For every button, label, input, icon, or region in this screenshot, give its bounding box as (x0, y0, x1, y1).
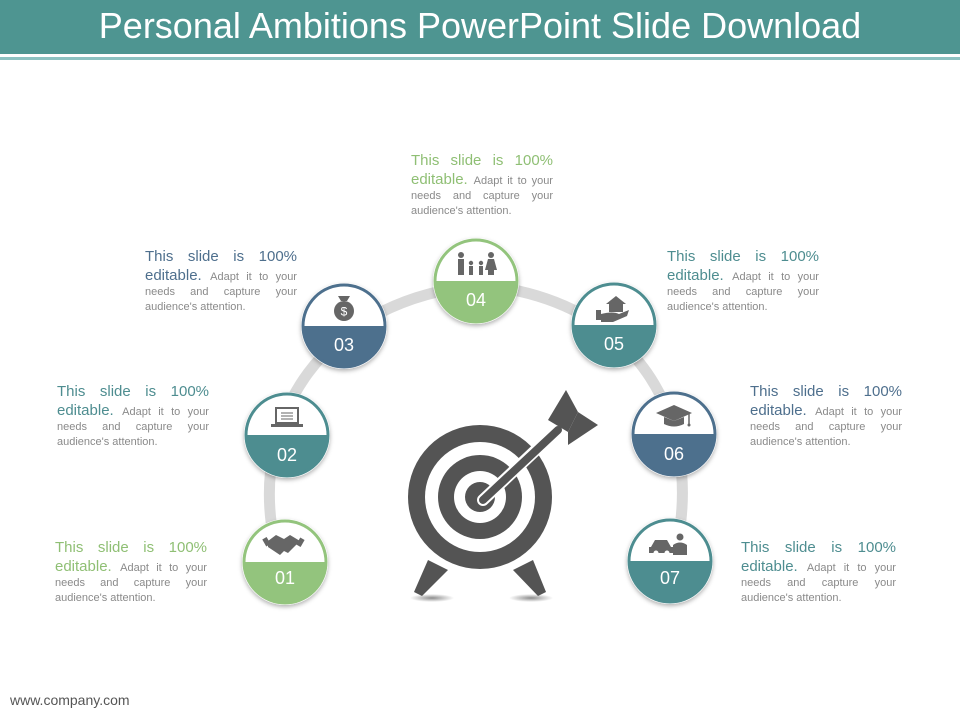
footer-url: www.company.com (10, 692, 130, 708)
graduation-cap-icon (656, 405, 692, 427)
item-heading: This slide is 100% editable. (145, 248, 297, 284)
item-text-01: This slide is 100% editable. Adapt it to… (55, 538, 207, 605)
item-body: Adapt it to your needs and capture your … (741, 562, 896, 604)
handshake-icon (262, 535, 305, 555)
family-icon (458, 252, 497, 275)
title-underline (0, 57, 960, 60)
item-circle-04 (433, 238, 519, 324)
svg-text:$: $ (341, 305, 348, 319)
house-in-hand-icon (596, 296, 629, 322)
item-body: Adapt it to your needs and capture your … (750, 406, 902, 448)
item-number-04: 04 (466, 290, 486, 310)
item-body: Adapt it to your needs and capture your … (55, 562, 207, 604)
item-number-06: 06 (664, 444, 684, 464)
item-text-05: This slide is 100% editable. Adapt it to… (667, 247, 819, 314)
item-text-07: This slide is 100% editable. Adapt it to… (741, 538, 896, 605)
item-heading: This slide is 100% editable. (667, 248, 819, 284)
title-bar (0, 0, 960, 54)
car-and-person-icon (649, 533, 687, 556)
item-body: Adapt it to your needs and capture your … (667, 271, 819, 313)
item-body: Adapt it to your needs and capture your … (411, 175, 553, 217)
item-circle-06 (631, 391, 717, 477)
laptop-icon (271, 407, 303, 427)
item-number-01: 01 (275, 568, 295, 588)
item-heading: This slide is 100% editable. (57, 383, 209, 419)
item-number-03: 03 (334, 335, 354, 355)
item-number-05: 05 (604, 334, 624, 354)
item-circle-02 (244, 392, 330, 478)
item-text-06: This slide is 100% editable. Adapt it to… (750, 382, 902, 449)
item-text-04: This slide is 100% editable. Adapt it to… (411, 151, 553, 218)
money-bag-icon: $ (334, 296, 354, 321)
item-text-03: This slide is 100% editable. Adapt it to… (145, 247, 297, 314)
slide-title: Personal Ambitions PowerPoint Slide Down… (98, 5, 862, 46)
item-heading: This slide is 100% editable. (55, 539, 207, 575)
item-number-02: 02 (277, 445, 297, 465)
item-circle-07 (627, 518, 713, 604)
item-number-07: 07 (660, 568, 680, 588)
item-body: Adapt it to your needs and capture your … (145, 271, 297, 313)
item-heading: This slide is 100% editable. (741, 539, 896, 575)
item-circle-05 (571, 282, 657, 368)
target-with-arrow-icon (408, 390, 598, 602)
item-text-02: This slide is 100% editable. Adapt it to… (57, 382, 209, 449)
item-circle-01 (242, 519, 328, 605)
item-heading: This slide is 100% editable. (411, 152, 553, 188)
item-heading: This slide is 100% editable. (750, 383, 902, 419)
item-body: Adapt it to your needs and capture your … (57, 406, 209, 448)
item-circle-03 (301, 283, 387, 369)
